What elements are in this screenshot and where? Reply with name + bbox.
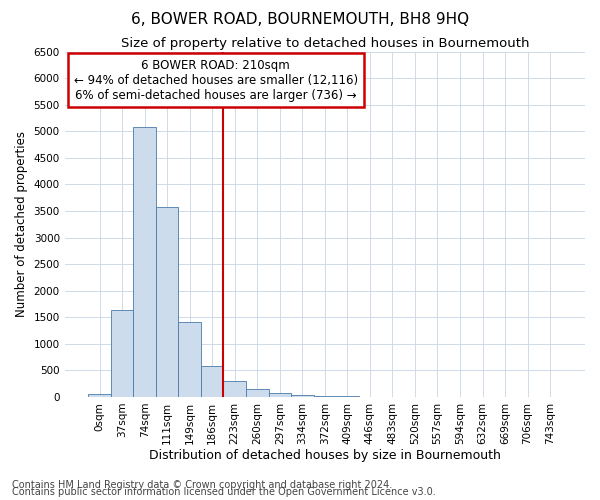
Text: Contains HM Land Registry data © Crown copyright and database right 2024.: Contains HM Land Registry data © Crown c… [12,480,392,490]
Bar [246,388,269,397]
X-axis label: Distribution of detached houses by size in Bournemouth: Distribution of detached houses by size … [149,450,501,462]
Bar [178,322,201,397]
Y-axis label: Number of detached properties: Number of detached properties [15,132,28,318]
Bar [291,396,314,397]
Text: 6, BOWER ROAD, BOURNEMOUTH, BH8 9HQ: 6, BOWER ROAD, BOURNEMOUTH, BH8 9HQ [131,12,469,28]
Bar [201,366,223,397]
Bar [133,127,156,397]
Text: Contains public sector information licensed under the Open Government Licence v3: Contains public sector information licen… [12,487,436,497]
Bar [156,207,178,397]
Bar [269,393,291,397]
Text: 6 BOWER ROAD: 210sqm
← 94% of detached houses are smaller (12,116)
6% of semi-de: 6 BOWER ROAD: 210sqm ← 94% of detached h… [74,58,358,102]
Bar [111,310,133,397]
Bar [223,382,246,397]
Title: Size of property relative to detached houses in Bournemouth: Size of property relative to detached ho… [121,38,529,51]
Bar [314,396,336,397]
Bar [88,394,111,397]
Bar [336,396,359,397]
